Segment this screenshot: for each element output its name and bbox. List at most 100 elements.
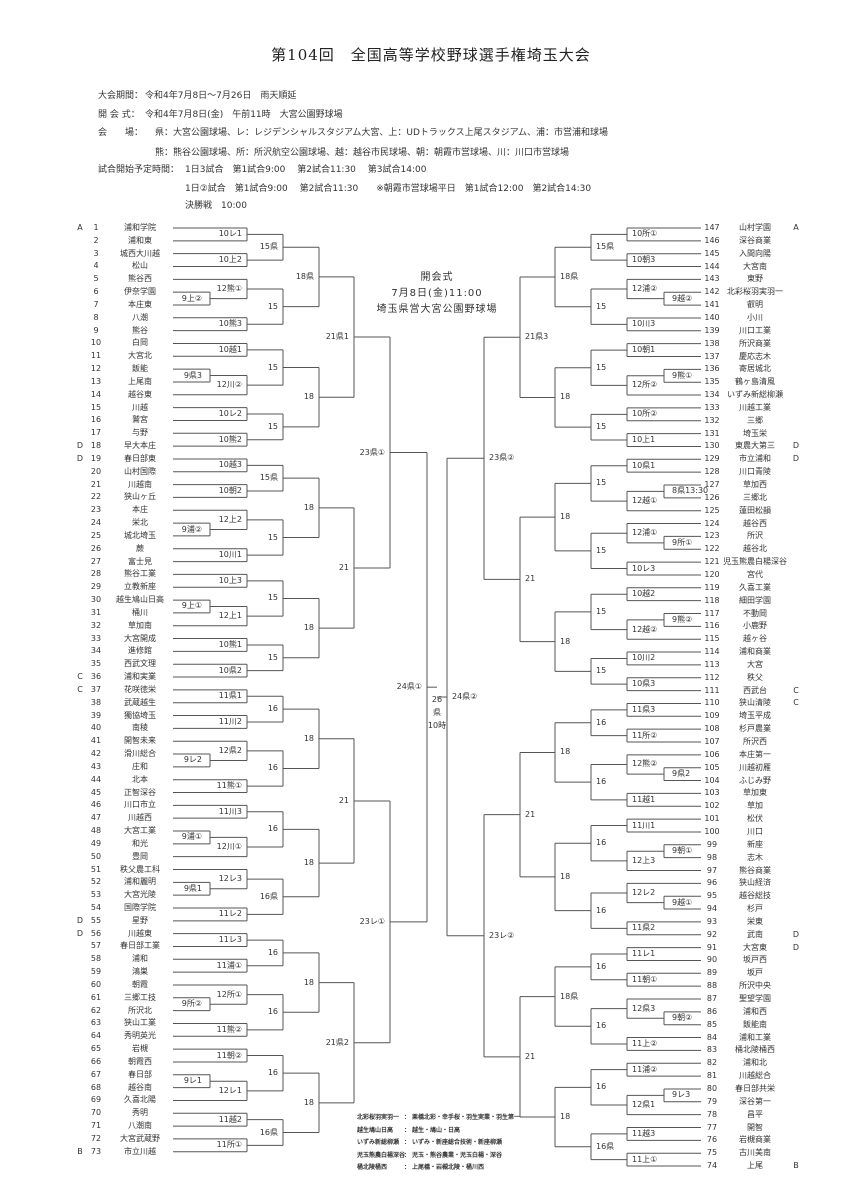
team-number: 70	[90, 1108, 102, 1118]
team-number: 1	[93, 223, 99, 232]
team-number: 24	[90, 518, 102, 528]
team-number: 77	[706, 1122, 718, 1132]
team-number: 123	[704, 531, 720, 541]
team-name: 寄居城北	[739, 364, 771, 374]
final-venue: 県	[433, 708, 441, 718]
match-label: 18	[560, 636, 571, 646]
team-number: 110	[704, 698, 720, 708]
team-number: 131	[704, 428, 720, 438]
match-label: 21	[338, 795, 349, 805]
legend-team: 児玉熊農白楊深谷	[357, 1151, 406, 1159]
team-number: 19	[90, 453, 102, 463]
info-value: 1日3試合 第1試合9:00 第2試合11:30 第3試合14:00	[185, 165, 427, 175]
team-number: 141	[704, 300, 720, 310]
team-name: 花咲徳栄	[124, 684, 156, 694]
team-name: 熊谷商業	[739, 865, 771, 875]
team-name: 小鹿野	[743, 621, 767, 631]
team-number: 33	[90, 633, 102, 643]
match-label: 16県	[596, 1141, 615, 1151]
seed-letter: D	[792, 454, 800, 464]
match-label: 10川1	[218, 550, 242, 560]
match-label: 21	[525, 809, 536, 819]
match-label: 9レ2	[183, 755, 202, 765]
team-name: 北本	[132, 774, 148, 784]
match-label: 21県3	[525, 332, 549, 342]
team-name: 与野	[132, 428, 148, 438]
team-number: 117	[704, 608, 720, 618]
team-number: 138	[704, 338, 720, 348]
team-name: 南稜	[132, 723, 148, 733]
team-name: 立教新座	[124, 582, 156, 592]
team-number: 5	[93, 274, 99, 284]
match-label: 10川2	[632, 653, 656, 663]
team-number: 88	[706, 981, 718, 991]
match-label: 18	[303, 1097, 314, 1107]
team-number: 102	[704, 801, 720, 811]
legend-team: 北彩桜羽実羽一	[357, 1114, 400, 1121]
team-number: 146	[704, 235, 720, 245]
team-name: 川越	[132, 402, 148, 412]
team-number: 81	[706, 1071, 718, 1081]
team-number: 68	[90, 1082, 102, 1092]
team-name: 浦和工業	[739, 1032, 771, 1042]
match-label: 21県1	[325, 332, 349, 342]
team-name: 久喜北陽	[124, 1095, 156, 1105]
team-name: 正智深谷	[124, 787, 156, 797]
match-label: 9県1	[183, 883, 202, 893]
seed-letter: D	[792, 441, 800, 451]
match-label: 18県	[560, 991, 579, 1001]
match-label: 15	[267, 301, 278, 311]
match-label: 11朝①	[632, 974, 658, 984]
team-number: 47	[90, 813, 102, 823]
info-value: 令和4年7月8日(金) 午前11時 大宮公園野球場	[145, 110, 343, 120]
team-name: 進修館	[128, 646, 152, 656]
seed-letter: C	[793, 685, 799, 695]
match-label: 11越3	[632, 1128, 656, 1138]
match-label: 18	[560, 1112, 571, 1122]
team-name: 城北埼玉	[124, 530, 156, 540]
team-name: 飯能南	[743, 1019, 767, 1029]
match-label: 9浦②	[181, 524, 202, 534]
seed-letter: C	[77, 672, 83, 682]
team-name: 栄東	[747, 916, 763, 926]
team-number: 16	[90, 415, 102, 425]
team-name: 志木	[747, 852, 763, 862]
match-label: 10川3	[632, 319, 656, 329]
team-number: 18	[90, 441, 102, 451]
match-label: 12越②	[632, 624, 658, 634]
match-label: 16	[596, 838, 607, 848]
team-name: 坂戸	[747, 968, 763, 978]
team-number: 127	[704, 480, 720, 489]
team-name: 和光	[132, 838, 148, 848]
team-number: 89	[706, 968, 718, 978]
ceremony-venue: 埼玉県営大宮公園野球場	[376, 304, 498, 315]
team-name: 三郷	[747, 415, 763, 425]
team-number: 13	[90, 376, 102, 386]
team-number: 140	[704, 312, 720, 322]
team-number: 49	[90, 838, 102, 848]
match-label: 12所②	[632, 380, 658, 390]
team-number: 75	[706, 1148, 718, 1158]
info-value: 令和4年7月8日～7月26日 雨天順延	[145, 91, 297, 101]
team-name: 春日部共栄	[735, 1083, 775, 1093]
seed-letter: A	[793, 223, 799, 232]
team-number: 48	[90, 826, 102, 835]
team-name: 川口	[747, 826, 763, 836]
team-name: 小川	[747, 312, 763, 322]
team-name: 蓮田松韻	[739, 505, 771, 515]
team-name: 八潮	[132, 312, 148, 322]
info-label: 試合開始予定時間：	[98, 165, 180, 175]
team-name: 児玉熊農白楊深谷	[723, 557, 787, 567]
team-name: 熊谷	[132, 325, 148, 335]
seed-letter: D	[76, 915, 84, 925]
match-label: 18	[560, 871, 571, 881]
team-name: 三郷北	[743, 492, 767, 502]
team-name: 鷲宮	[132, 415, 148, 425]
match-label: 9所②	[181, 999, 202, 1009]
team-number: 34	[90, 646, 102, 656]
team-name: 庄和	[132, 761, 148, 771]
match-label: 10上3	[218, 575, 242, 585]
info-value: 県：大宮公園球場、レ：レジデンシャルスタジアム大宮、上：UDトラックス上尾スタジ…	[155, 128, 608, 138]
seed-letter: A	[77, 223, 83, 232]
team-name: 春日部	[128, 1069, 152, 1079]
